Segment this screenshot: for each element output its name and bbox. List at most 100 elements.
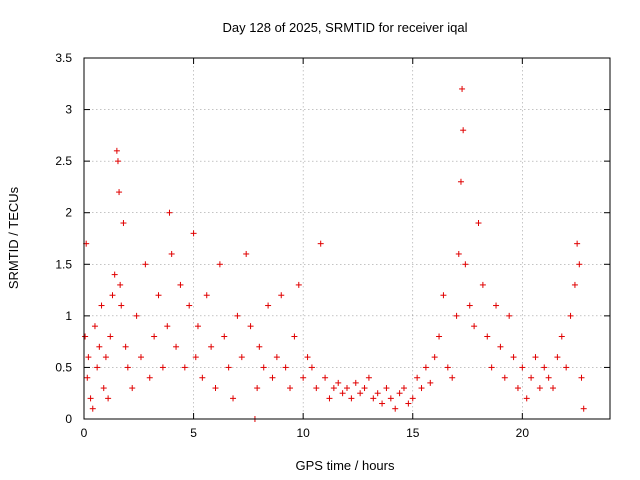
data-point [199, 374, 206, 381]
data-point [563, 364, 570, 371]
data-point [98, 302, 105, 309]
data-point [177, 281, 184, 288]
data-point [238, 354, 245, 361]
data-point [192, 354, 199, 361]
data-point [278, 292, 285, 299]
data-point [400, 385, 407, 392]
data-point [387, 395, 394, 402]
data-point [120, 220, 127, 227]
data-point [96, 343, 103, 350]
data-point [254, 385, 261, 392]
data-point [194, 323, 201, 330]
data-point [396, 390, 403, 397]
data-point [295, 281, 302, 288]
data-point [313, 385, 320, 392]
data-point [137, 354, 144, 361]
data-point [510, 354, 517, 361]
data-point [576, 261, 583, 268]
data-point [322, 374, 329, 381]
data-point [409, 395, 416, 402]
data-point [453, 312, 460, 319]
data-point [392, 405, 399, 412]
data-point [571, 281, 578, 288]
data-point [109, 292, 116, 299]
data-point [234, 312, 241, 319]
data-point [532, 354, 539, 361]
data-point [462, 261, 469, 268]
data-point [216, 261, 223, 268]
data-point [379, 400, 386, 407]
data-point [273, 354, 280, 361]
data-point [348, 395, 355, 402]
data-point [501, 374, 508, 381]
data-point [418, 385, 425, 392]
data-point [111, 271, 118, 278]
data-point [466, 302, 473, 309]
data-point [541, 364, 548, 371]
x-tick-label: 10 [296, 426, 310, 440]
grid-layer [84, 58, 610, 419]
data-point [440, 292, 447, 299]
data-point [578, 374, 585, 381]
data-point [567, 312, 574, 319]
x-tick-label: 0 [81, 426, 88, 440]
data-point [436, 333, 443, 340]
data-point [514, 385, 521, 392]
y-tick-label: 1.5 [55, 257, 72, 271]
data-point [536, 385, 543, 392]
data-point [471, 323, 478, 330]
data-point [457, 178, 464, 185]
data-point [94, 364, 101, 371]
data-point [545, 374, 552, 381]
plot-frame [83, 57, 611, 420]
data-point [308, 364, 315, 371]
data-point [431, 354, 438, 361]
data-point [159, 364, 166, 371]
data-point [497, 343, 504, 350]
data-point [344, 385, 350, 392]
data-point [506, 312, 513, 319]
y-tick-label: 2.5 [55, 154, 72, 168]
data-point [459, 85, 466, 92]
data-point [100, 385, 107, 392]
data-point [155, 292, 162, 299]
data-point [427, 379, 434, 386]
data-point [414, 374, 421, 381]
data-point [116, 189, 123, 196]
data-point [574, 240, 581, 247]
data-point [383, 385, 390, 392]
data-point [225, 364, 232, 371]
data-point [449, 374, 456, 381]
data-point [146, 374, 153, 381]
data-point [269, 374, 276, 381]
data-point [247, 323, 254, 330]
data-point [265, 302, 272, 309]
data-point [523, 395, 530, 402]
data-point [317, 240, 324, 247]
data-point [460, 127, 467, 134]
y-tick-label: 1 [65, 309, 72, 323]
data-point [87, 395, 94, 402]
data-point [113, 147, 120, 154]
x-tick-label: 5 [190, 426, 197, 440]
data-point [243, 250, 250, 257]
data-point [365, 374, 372, 381]
data-point [580, 405, 587, 412]
data-point [304, 354, 311, 361]
data-point [91, 323, 98, 330]
y-tick-label: 3 [65, 103, 72, 117]
data-point [142, 261, 149, 268]
data-point [168, 250, 175, 257]
data-point [124, 364, 131, 371]
data-point [203, 292, 210, 299]
data-point [166, 209, 173, 216]
data-point [133, 312, 140, 319]
data-point [550, 385, 557, 392]
data-point [221, 333, 228, 340]
data-point [212, 385, 219, 392]
data-point [105, 395, 112, 402]
ticks-layer: 0 0.5 1 1.5 2 2.5 3 3.5 0 5 10 15 20 [55, 51, 610, 440]
data-point [488, 364, 495, 371]
data-point [291, 333, 298, 340]
